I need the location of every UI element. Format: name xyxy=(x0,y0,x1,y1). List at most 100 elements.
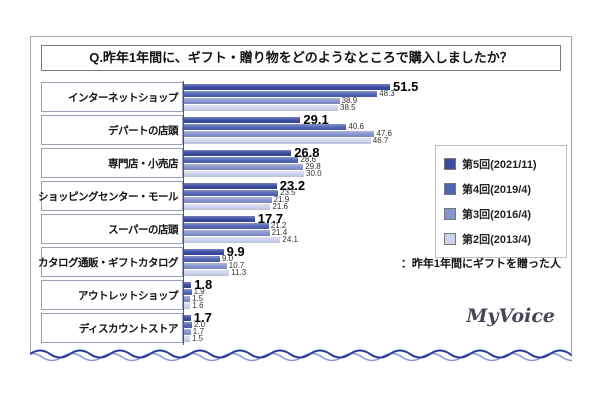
value-label: 38.9 xyxy=(341,96,358,105)
bar-line: 1.8 xyxy=(184,277,563,292)
bar xyxy=(184,97,340,104)
bar-line: 23.2 xyxy=(184,178,563,193)
bar-line: 1.5 xyxy=(184,334,563,343)
bar-group: 51.5 48.3 38.9 38.5 xyxy=(183,79,563,114)
legend-label: 第5回(2021/11) xyxy=(462,159,537,171)
bar xyxy=(184,236,281,243)
legend-swatch xyxy=(444,183,456,195)
value-label: 23.2 xyxy=(279,178,306,193)
legend-label: 第4回(2019/4) xyxy=(462,184,532,196)
category-label: カタログ通販・ギフトカタログ xyxy=(38,247,183,277)
myvoice-logo: MyVoice xyxy=(466,305,555,327)
value-label: 46.7 xyxy=(372,136,389,145)
bar xyxy=(184,137,371,144)
bar-line: 47.6 xyxy=(184,129,563,138)
value-label: 1.8 xyxy=(194,277,213,292)
bar-line: 28.6 xyxy=(184,155,563,164)
bar-line: 40.6 xyxy=(184,122,563,131)
bar-group: 17.7 21.2 21.4 24.1 xyxy=(183,212,563,246)
bar xyxy=(184,302,191,309)
chart-row: デパートの店頭 29.1 40.6 47.6 46.7 xyxy=(41,113,563,147)
bar-line: 23.5 xyxy=(184,188,563,197)
legend-item: 第2回(2013/4) xyxy=(444,231,558,247)
value-label: 28.6 xyxy=(300,155,316,164)
category-label: ショッピングセンター・モール xyxy=(38,181,183,211)
value-label: 11.3 xyxy=(231,268,247,277)
chart-rows: インターネットショップ 51.5 48.3 38.9 38.5 デパートの店頭 29.1 40… xyxy=(38,79,563,345)
legend: 第5回(2021/11) 第4回(2019/4) 第3回(2016/4) 第2回(20… xyxy=(435,145,567,258)
value-label: 21.2 xyxy=(270,221,287,230)
value-label: 9.9 xyxy=(226,244,245,259)
bar xyxy=(184,104,338,111)
value-label: 1.5 xyxy=(192,334,204,343)
bar xyxy=(184,328,191,335)
legend-swatch xyxy=(444,233,456,245)
chart-row: スーパーの店頭 17.7 21.2 21.4 24.1 xyxy=(41,212,563,246)
chart-frame: Q.昨年1年間に、ギフト・贈り物をどのようなところで購入しましたか？ インターネ… xyxy=(30,36,572,362)
value-label: 26.8 xyxy=(294,145,320,160)
bar-line: 17.7 xyxy=(184,212,563,225)
legend-label: 第3回(2016/4) xyxy=(462,209,532,221)
bar-line: 21.6 xyxy=(184,203,563,211)
bar-line: 24.1 xyxy=(184,236,563,244)
bar-line: 29.8 xyxy=(184,162,563,171)
bar-line: 9.9 xyxy=(184,244,563,259)
value-label: 10.7 xyxy=(228,261,245,270)
bar-line: 29.1 xyxy=(184,113,563,126)
legend-item: 第5回(2021/11) xyxy=(444,156,558,172)
value-label: 47.6 xyxy=(376,129,392,138)
wave-decoration xyxy=(30,349,572,362)
chart-row: ディスカウントストア 1.7 2.0 1.7 1.5 xyxy=(41,311,563,345)
value-label: 40.6 xyxy=(348,122,364,131)
legend-item: 第4回(2019/4) xyxy=(444,181,558,197)
value-label: 9.0 xyxy=(222,254,234,263)
value-label: 1.7 xyxy=(192,327,204,336)
bar-line: 38.5 xyxy=(184,103,563,112)
bar xyxy=(184,215,255,222)
value-label: 1.9 xyxy=(193,287,205,296)
bar-group: 1.8 1.9 1.5 1.6 xyxy=(183,277,563,312)
value-label: 51.5 xyxy=(393,79,419,94)
category-label: スーパーの店頭 xyxy=(41,214,183,244)
bar-line: 1.5 xyxy=(184,295,563,303)
bar xyxy=(184,229,270,236)
bar xyxy=(184,262,227,269)
value-label: 29.8 xyxy=(305,162,321,171)
bar xyxy=(184,255,220,262)
bar xyxy=(184,130,375,137)
bar-line: 48.3 xyxy=(184,89,563,98)
bar-line: 51.5 xyxy=(184,79,563,94)
category-label: インターネットショップ xyxy=(41,82,183,112)
category-label: デパートの店頭 xyxy=(41,115,183,145)
category-label: ディスカウントストア xyxy=(41,313,183,343)
value-label: 48.3 xyxy=(379,89,395,98)
bar-line: 9.0 xyxy=(184,254,563,263)
legend-label: 第2回(2013/4) xyxy=(462,234,532,246)
bar xyxy=(184,321,192,328)
bar xyxy=(184,123,347,130)
legend-item: 第3回(2016/4) xyxy=(444,206,558,222)
value-label: 38.5 xyxy=(340,103,356,112)
bar xyxy=(184,248,224,255)
bar xyxy=(184,295,190,302)
bar-line: 30.0 xyxy=(184,170,563,178)
bar-line: 1.6 xyxy=(184,302,563,310)
bar-line: 21.2 xyxy=(184,221,563,230)
bar-line: 38.9 xyxy=(184,96,563,105)
bar-line: 21.4 xyxy=(184,228,563,237)
bar xyxy=(184,269,230,276)
value-label: 21.4 xyxy=(271,228,288,237)
bar xyxy=(184,182,277,189)
bar xyxy=(184,116,301,123)
bar-line: 2.0 xyxy=(184,321,563,329)
bar xyxy=(184,149,292,156)
legend-swatch xyxy=(444,208,456,220)
bar-group: 23.2 23.5 21.9 21.6 xyxy=(183,178,563,213)
value-label: 23.5 xyxy=(280,188,296,197)
bar-line: 1.9 xyxy=(184,287,563,296)
chart-row: アウトレットショップ 1.8 1.9 1.5 1.6 xyxy=(41,277,563,312)
bar xyxy=(184,196,272,203)
category-label: アウトレットショップ xyxy=(41,280,183,310)
bar xyxy=(184,189,278,196)
